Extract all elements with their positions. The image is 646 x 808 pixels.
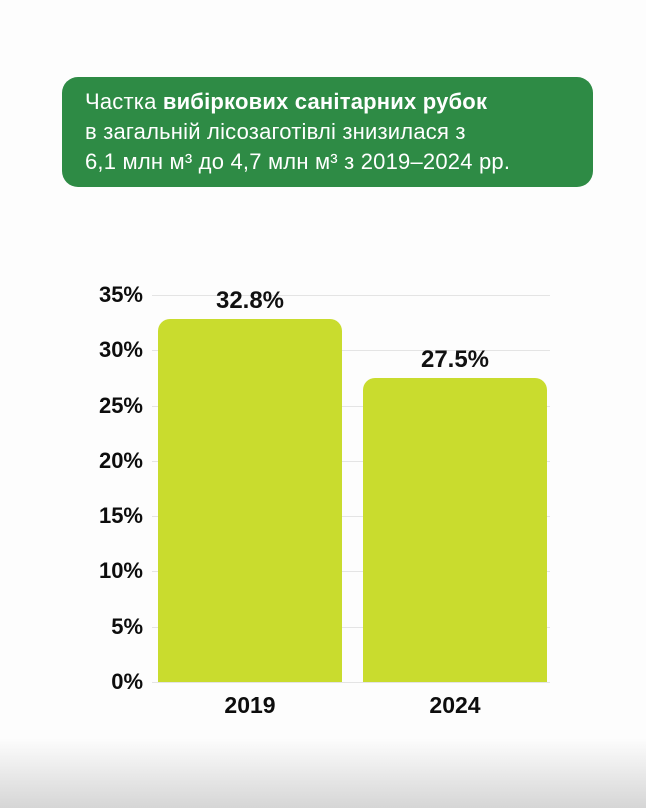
gridline [152,571,550,573]
header-line3: 6,1 млн м³ до 4,7 млн м³ з 2019–2024 рр. [85,149,511,174]
header-line1: Частка вибіркових санітарних рубок [85,87,575,117]
bar-2024 [363,377,547,682]
header-line1-regular: Частка [85,89,163,114]
y-tick-label: 20% [98,447,143,473]
y-tick-label: 25% [98,392,143,418]
x-tick-label: 2019 [224,692,276,718]
bar-value-label: 32.8% [215,287,285,315]
gridline [152,460,550,462]
y-tick-label: 10% [98,558,143,584]
y-tick-label: 5% [111,613,143,639]
y-tick-label: 35% [98,282,143,307]
bar-2019 [158,319,342,682]
x-tick-label: 2024 [429,692,481,718]
y-tick-label: 0% [111,669,143,694]
plot-area [150,295,550,683]
header-line1-bold: вибіркових санітарних рубок [162,89,488,114]
gridline [152,682,550,683]
y-tick-label: 30% [98,337,143,363]
header-callout: Частка вибіркових санітарних рубок в заг… [62,77,593,187]
bar-value-label: 27.5% [420,345,490,373]
gridline [152,626,550,628]
gridline [152,516,550,518]
gridline [152,350,550,352]
header-line2: в загальній лісозаготівлі знизилася з [85,119,466,144]
y-tick-label: 15% [98,503,143,529]
gridline [152,295,550,296]
gridline [152,405,550,407]
